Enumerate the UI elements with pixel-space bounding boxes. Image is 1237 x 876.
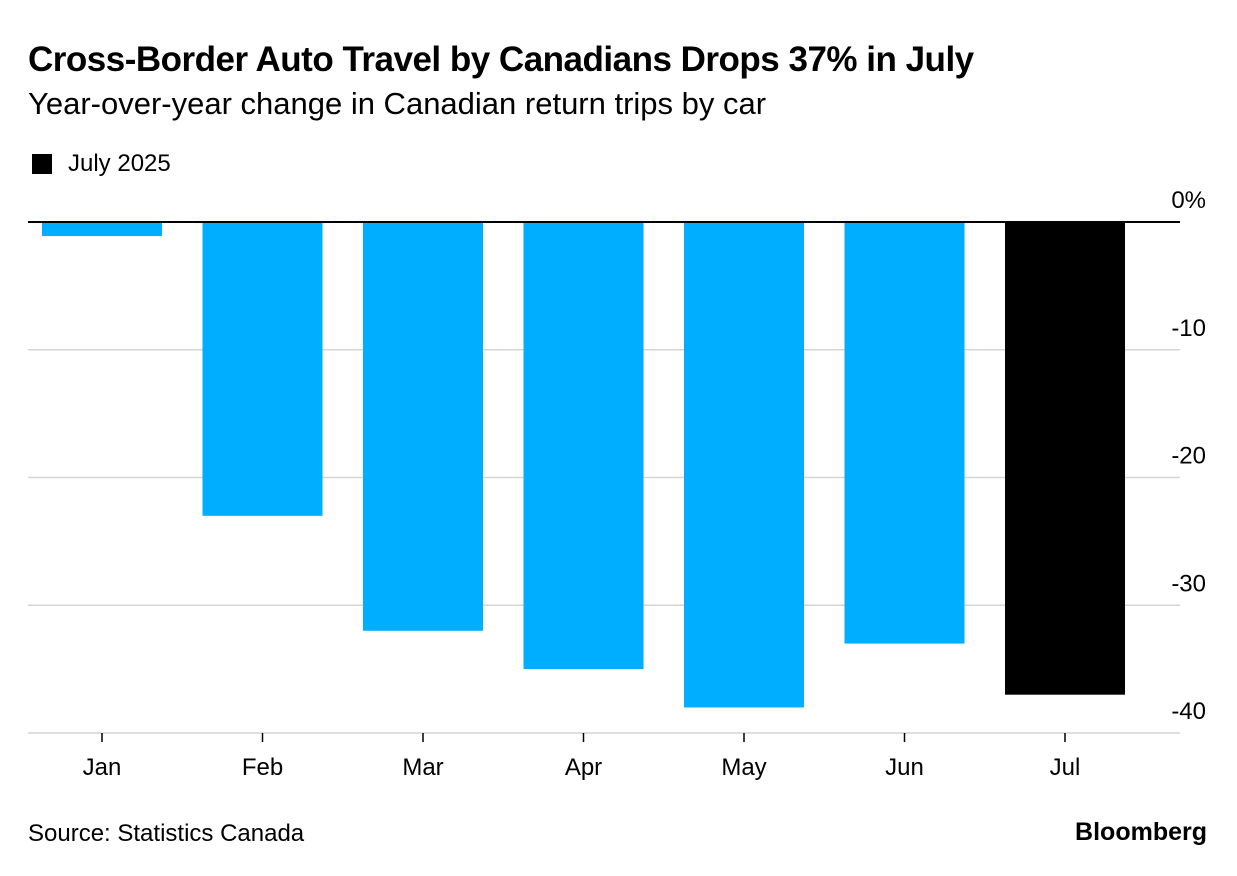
y-tick-label: -30	[1171, 570, 1206, 597]
x-tick-label: Jan	[83, 754, 122, 781]
x-tick-label: Apr	[565, 754, 602, 781]
bar-may	[684, 222, 804, 708]
y-tick-label: -40	[1171, 698, 1206, 725]
bar-mar	[363, 222, 483, 631]
y-tick-label: -10	[1171, 315, 1206, 342]
y-tick-label: 0%	[1171, 187, 1206, 214]
brand-logo: Bloomberg	[1075, 818, 1207, 846]
y-tick-label: -20	[1171, 443, 1206, 470]
legend: July 2025	[32, 150, 171, 178]
bar-jul	[1005, 222, 1125, 695]
chart-title: Cross-Border Auto Travel by Canadians Dr…	[28, 40, 974, 79]
x-tick-label: Feb	[242, 754, 283, 781]
x-tick-label: Mar	[402, 754, 443, 781]
bar-jun	[844, 222, 965, 644]
bar-apr	[523, 222, 644, 670]
bar-feb	[202, 222, 323, 516]
chart-subtitle: Year-over-year change in Canadian return…	[28, 86, 767, 121]
source-note: Source: Statistics Canada	[28, 820, 305, 847]
legend-label: July 2025	[68, 150, 171, 177]
x-tick-label: May	[721, 754, 766, 781]
bar-jan	[42, 222, 162, 237]
legend-swatch	[32, 154, 52, 174]
x-tick-label: Jun	[885, 754, 924, 781]
x-tick-label: Jul	[1050, 754, 1081, 781]
